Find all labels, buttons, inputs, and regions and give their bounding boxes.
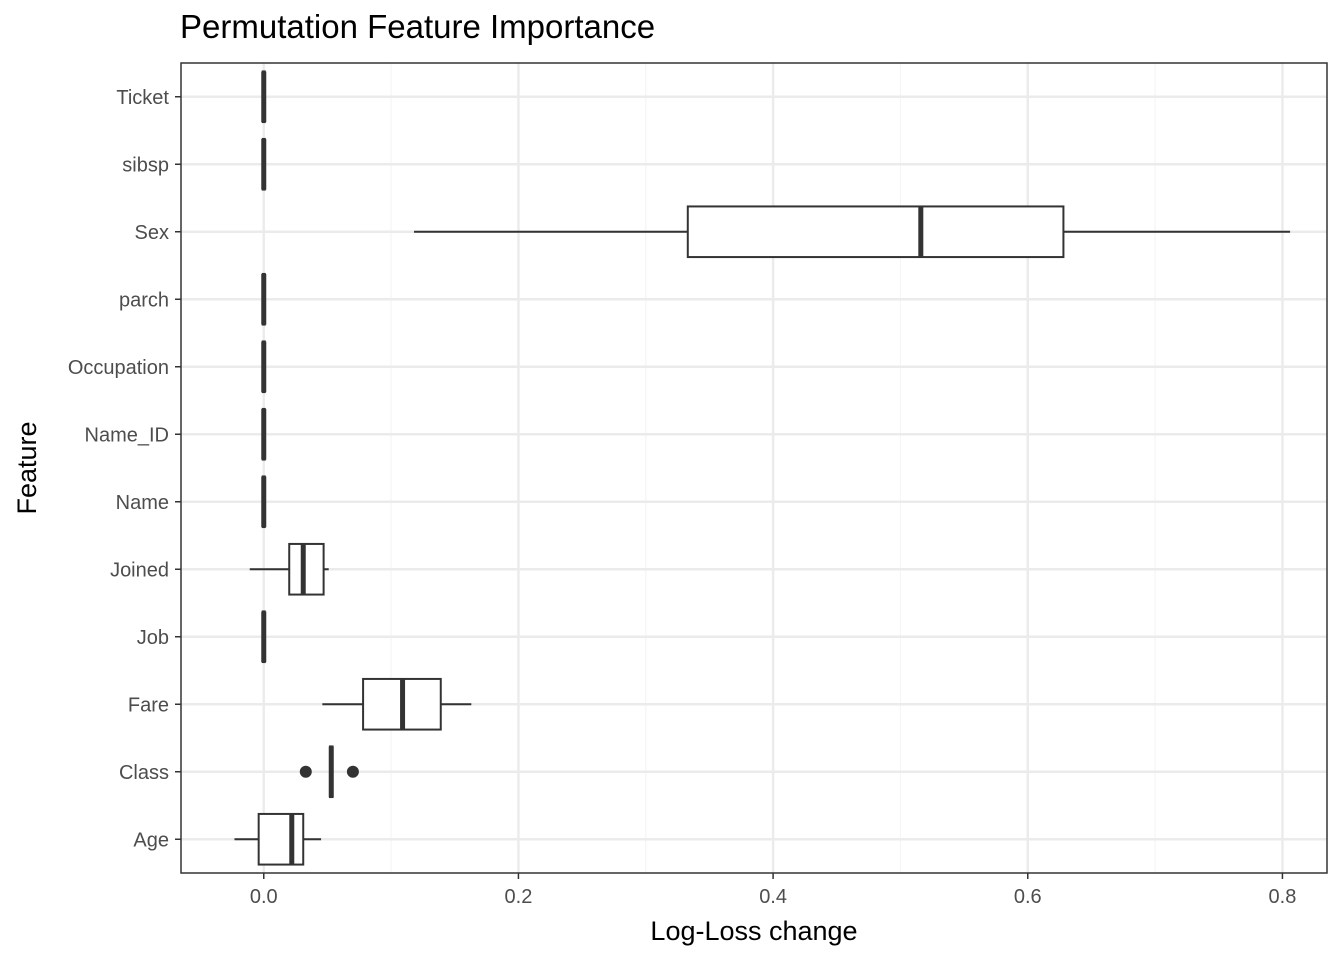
y-tick-label: parch — [119, 289, 169, 311]
box-parch — [261, 272, 267, 326]
y-tick-label: Name_ID — [85, 424, 169, 446]
x-tick-label: 0.2 — [505, 886, 533, 908]
outlier-point — [299, 765, 312, 778]
box-name — [261, 475, 267, 529]
panel-background — [181, 63, 1327, 873]
box-fare — [322, 677, 472, 731]
y-tick-label: Fare — [128, 694, 169, 716]
box-job — [261, 610, 267, 664]
chart-title: Permutation Feature Importance — [180, 8, 656, 45]
y-tick-label: Ticket — [116, 87, 169, 109]
y-axis-title: Feature — [12, 421, 42, 514]
panel-border — [180, 62, 1328, 874]
box-iqr — [686, 205, 1065, 259]
y-tick-label: Occupation — [68, 357, 169, 379]
x-axis: 0.0 0.2 0.4 0.6 0.8 — [250, 873, 1296, 908]
box-name-id — [261, 407, 267, 461]
box-iqr — [257, 812, 305, 866]
x-tick-label: 0.4 — [759, 886, 787, 908]
y-axis: Ticket sibsp Sex parch Occupation Name_ID Name… — [68, 87, 181, 851]
boxes-layer — [234, 70, 1291, 866]
y-tick-label: Class — [119, 762, 169, 784]
box-age — [234, 812, 322, 866]
x-tick-label: 0.6 — [1014, 886, 1042, 908]
y-tick-label: Joined — [110, 559, 169, 581]
y-tick-label: Name — [116, 492, 169, 514]
box-iqr — [288, 542, 325, 596]
box-sibsp — [261, 137, 267, 191]
box-class — [299, 745, 359, 799]
box-joined — [249, 542, 329, 596]
x-tick-label: 0.8 — [1269, 886, 1297, 908]
x-tick-label: 0.0 — [250, 886, 278, 908]
box-ticket — [261, 70, 267, 124]
y-tick-label: Sex — [135, 222, 169, 244]
y-tick-label: Job — [137, 627, 169, 649]
minor-grid — [390, 63, 1156, 873]
box-sex — [414, 205, 1291, 259]
x-axis-title: Log-Loss change — [650, 916, 857, 946]
y-tick-label: sibsp — [122, 154, 169, 176]
y-tick-label: Age — [133, 829, 169, 851]
outlier-point — [346, 765, 359, 778]
box-occupation — [261, 340, 267, 394]
